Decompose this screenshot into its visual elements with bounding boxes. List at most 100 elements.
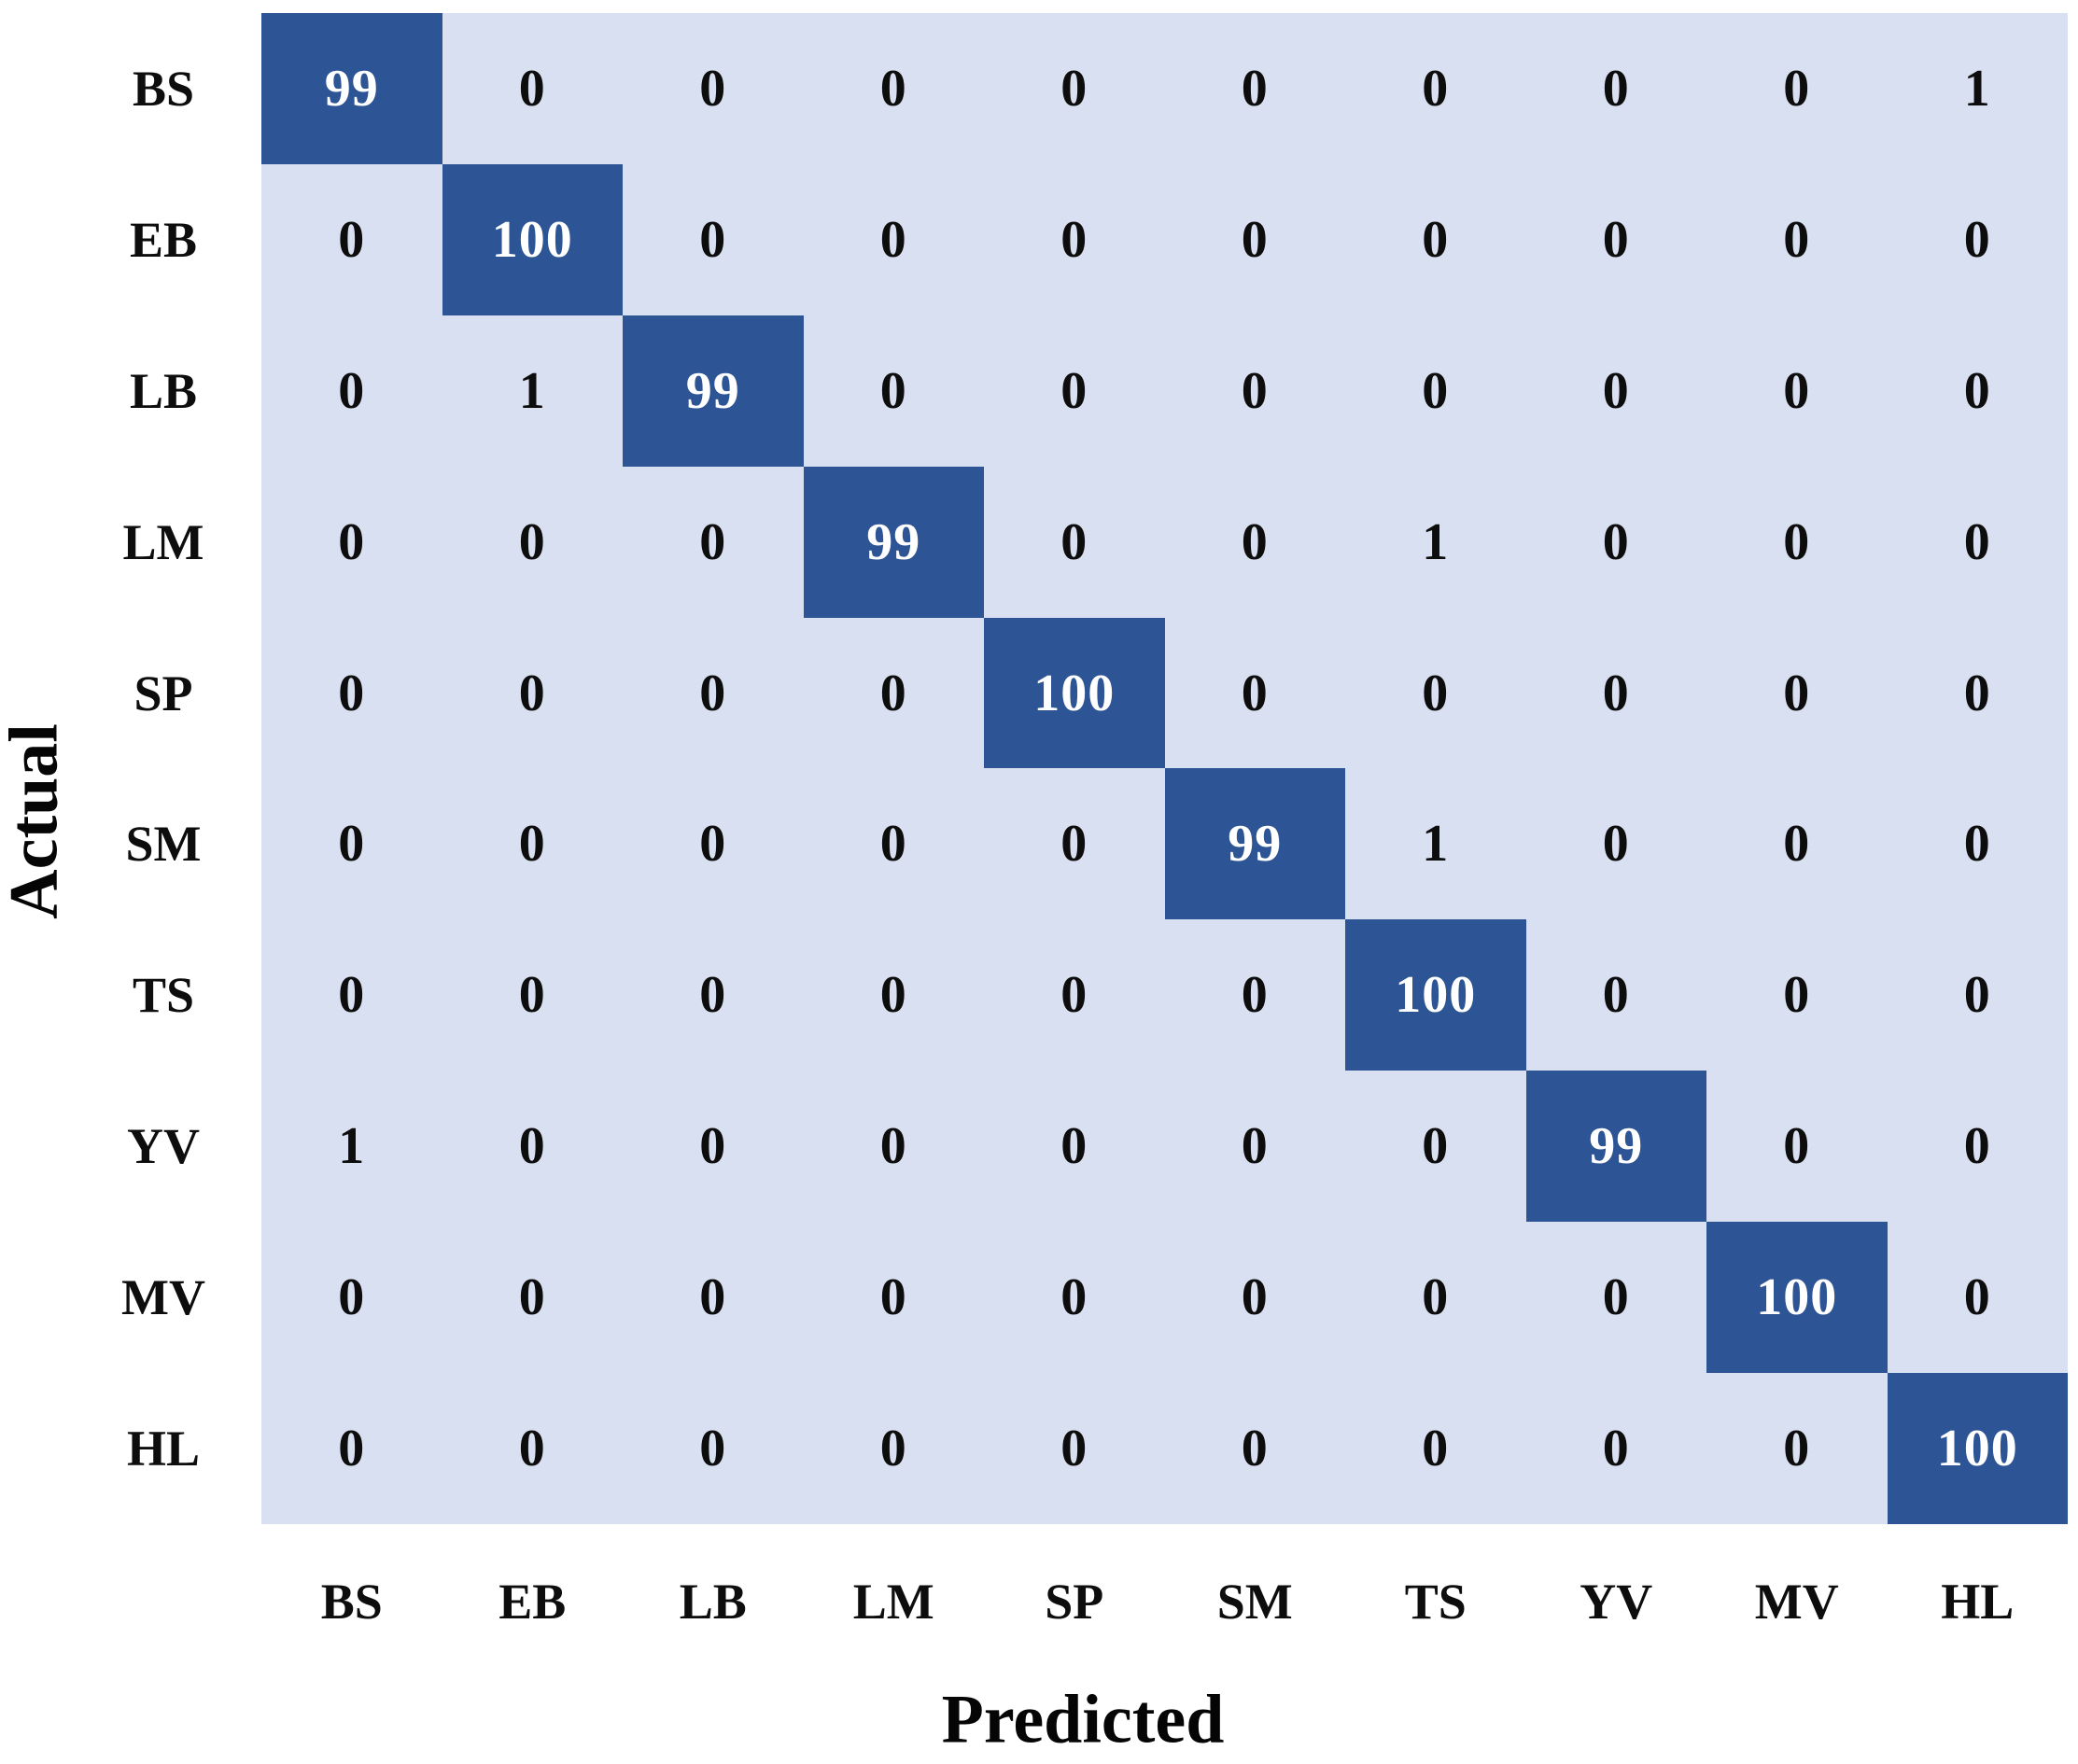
matrix-cell: 0 xyxy=(1783,361,1811,420)
matrix-cell: 0 xyxy=(879,966,907,1025)
matrix-cell: 0 xyxy=(338,361,366,420)
matrix-cell: 0 xyxy=(1060,815,1088,874)
matrix-cell: 99 xyxy=(1525,1071,1706,1223)
col-label: LM xyxy=(852,1574,934,1630)
matrix-cell: 0 xyxy=(1422,210,1450,269)
matrix-cell: 0 xyxy=(879,1268,907,1327)
matrix-cell: 1 xyxy=(1963,59,1991,118)
matrix-cell: 0 xyxy=(1422,361,1450,420)
x-axis-title: Predicted xyxy=(941,1681,1225,1758)
matrix-cell: 0 xyxy=(699,210,727,269)
matrix-cell: 0 xyxy=(338,815,366,874)
matrix-cell: 0 xyxy=(1241,1117,1269,1176)
matrix-cell: 0 xyxy=(518,1268,546,1327)
matrix-cell: 0 xyxy=(338,1420,366,1478)
row-label: TS xyxy=(132,967,195,1024)
matrix-cell: 0 xyxy=(1602,59,1630,118)
matrix-cell: 0 xyxy=(879,361,907,420)
matrix-cell: 0 xyxy=(518,59,546,118)
col-label: YV xyxy=(1580,1574,1653,1630)
matrix-cell: 0 xyxy=(1783,815,1811,874)
matrix-cell: 0 xyxy=(1422,664,1450,722)
matrix-cell: 0 xyxy=(879,1420,907,1478)
matrix-cell: 99 xyxy=(261,13,442,164)
matrix-cell: 0 xyxy=(518,664,546,722)
matrix-cell: 0 xyxy=(518,815,546,874)
col-label-row: BS EB LB LM SP SM TS YV MV HL xyxy=(261,1524,2068,1679)
matrix-cell: 0 xyxy=(699,59,727,118)
matrix-cell: 0 xyxy=(1241,966,1269,1025)
matrix-cell: 0 xyxy=(699,1268,727,1327)
row-label: BS xyxy=(132,60,195,117)
matrix-cell: 0 xyxy=(699,815,727,874)
matrix-cell: 100 xyxy=(1345,919,1526,1071)
matrix-cell: 0 xyxy=(1963,966,1991,1025)
matrix-cell: 0 xyxy=(1963,664,1991,722)
matrix-cell: 0 xyxy=(338,210,366,269)
matrix-cell: 0 xyxy=(1602,1420,1630,1478)
matrix-cell: 0 xyxy=(1241,59,1269,118)
matrix-cell: 0 xyxy=(1783,210,1811,269)
matrix-cell: 0 xyxy=(518,1117,546,1176)
matrix-cell: 0 xyxy=(699,1117,727,1176)
matrix-cell: 0 xyxy=(1602,361,1630,420)
matrix-cell: 0 xyxy=(1783,59,1811,118)
matrix-cell: 0 xyxy=(1783,512,1811,571)
matrix-cell: 0 xyxy=(1963,1117,1991,1176)
col-label: HL xyxy=(1941,1574,2015,1630)
matrix-cell: 0 xyxy=(1060,1420,1088,1478)
matrix-cell: 1 xyxy=(518,361,546,420)
confusion-matrix-grid: 99 0 0 0 0 0 0 0 0 1 0 100 0 0 0 0 0 0 0 0 0 1 99 0 0 0 0 0 0 0 0 0 0 99 0… xyxy=(261,13,2068,1524)
matrix-cell: 0 xyxy=(1602,815,1630,874)
matrix-cell: 0 xyxy=(1241,1268,1269,1327)
matrix-cell: 0 xyxy=(1783,1117,1811,1176)
col-label: LB xyxy=(679,1574,747,1630)
matrix-cell: 0 xyxy=(1241,361,1269,420)
matrix-cell: 0 xyxy=(699,1420,727,1478)
matrix-cell: 0 xyxy=(1241,210,1269,269)
matrix-cell: 0 xyxy=(1602,210,1630,269)
matrix-cell: 0 xyxy=(1783,664,1811,722)
matrix-cell: 0 xyxy=(879,1117,907,1176)
matrix-cell: 99 xyxy=(1164,768,1345,920)
matrix-cell: 0 xyxy=(1422,1420,1450,1478)
matrix-cell: 1 xyxy=(1422,815,1450,874)
col-label: SM xyxy=(1216,1574,1293,1630)
matrix-cell: 0 xyxy=(879,210,907,269)
matrix-cell: 1 xyxy=(1422,512,1450,571)
matrix-cell: 0 xyxy=(1783,966,1811,1025)
row-label: SP xyxy=(133,665,193,721)
y-axis-title: Actual xyxy=(0,723,73,919)
row-label: SM xyxy=(125,816,202,873)
matrix-cell: 0 xyxy=(1963,1268,1991,1327)
matrix-cell: 0 xyxy=(1422,1268,1450,1327)
row-label: YV xyxy=(127,1118,200,1175)
matrix-cell: 0 xyxy=(1060,361,1088,420)
matrix-cell: 0 xyxy=(338,1268,366,1327)
row-label: HL xyxy=(126,1421,201,1477)
matrix-cell: 0 xyxy=(1060,59,1088,118)
matrix-cell: 0 xyxy=(1241,1420,1269,1478)
row-label: LB xyxy=(129,362,198,419)
col-label: MV xyxy=(1754,1574,1839,1630)
matrix-cell: 0 xyxy=(1963,815,1991,874)
matrix-cell: 0 xyxy=(699,512,727,571)
matrix-cell: 0 xyxy=(699,664,727,722)
col-label: TS xyxy=(1404,1574,1467,1630)
matrix-cell: 0 xyxy=(1602,966,1630,1025)
matrix-cell: 0 xyxy=(1241,512,1269,571)
col-label: BS xyxy=(320,1574,383,1630)
matrix-cell: 0 xyxy=(338,664,366,722)
row-label: LM xyxy=(122,513,204,570)
matrix-cell: 0 xyxy=(1602,512,1630,571)
col-label: SP xyxy=(1045,1574,1104,1630)
matrix-cell: 0 xyxy=(1602,664,1630,722)
matrix-cell: 0 xyxy=(879,815,907,874)
matrix-cell: 0 xyxy=(699,966,727,1025)
matrix-cell: 0 xyxy=(1602,1268,1630,1327)
matrix-cell: 0 xyxy=(1963,210,1991,269)
matrix-cell: 0 xyxy=(1783,1420,1811,1478)
matrix-cell: 0 xyxy=(1963,361,1991,420)
matrix-cell: 0 xyxy=(518,512,546,571)
col-label: EB xyxy=(498,1574,567,1630)
